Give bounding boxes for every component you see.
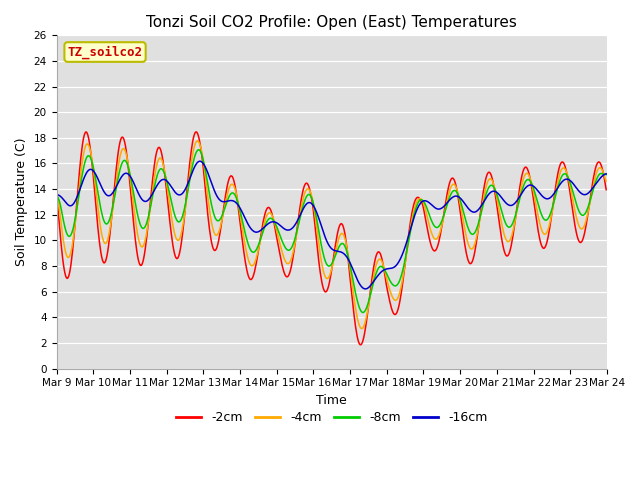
Y-axis label: Soil Temperature (C): Soil Temperature (C) [15, 138, 28, 266]
Text: TZ_soilco2: TZ_soilco2 [68, 45, 143, 59]
Title: Tonzi Soil CO2 Profile: Open (East) Temperatures: Tonzi Soil CO2 Profile: Open (East) Temp… [147, 15, 517, 30]
Legend: -2cm, -4cm, -8cm, -16cm: -2cm, -4cm, -8cm, -16cm [171, 406, 493, 429]
X-axis label: Time: Time [316, 394, 347, 407]
